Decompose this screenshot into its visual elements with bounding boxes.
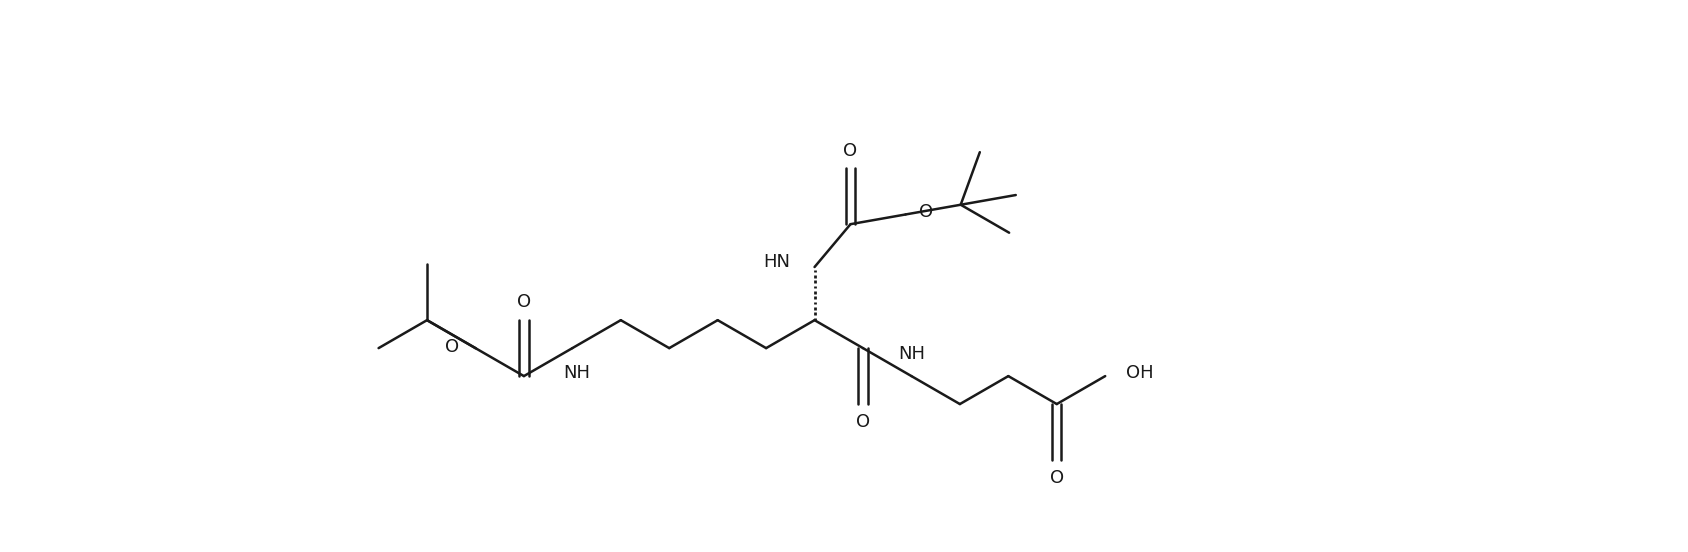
Text: O: O [918,203,933,220]
Text: O: O [446,338,459,356]
Text: HN: HN [763,253,790,272]
Text: O: O [856,413,869,431]
Text: O: O [844,141,858,160]
Text: NH: NH [564,364,591,382]
Text: O: O [517,294,532,311]
Text: OH: OH [1126,364,1153,382]
Text: NH: NH [898,344,925,363]
Text: O: O [1050,469,1063,487]
